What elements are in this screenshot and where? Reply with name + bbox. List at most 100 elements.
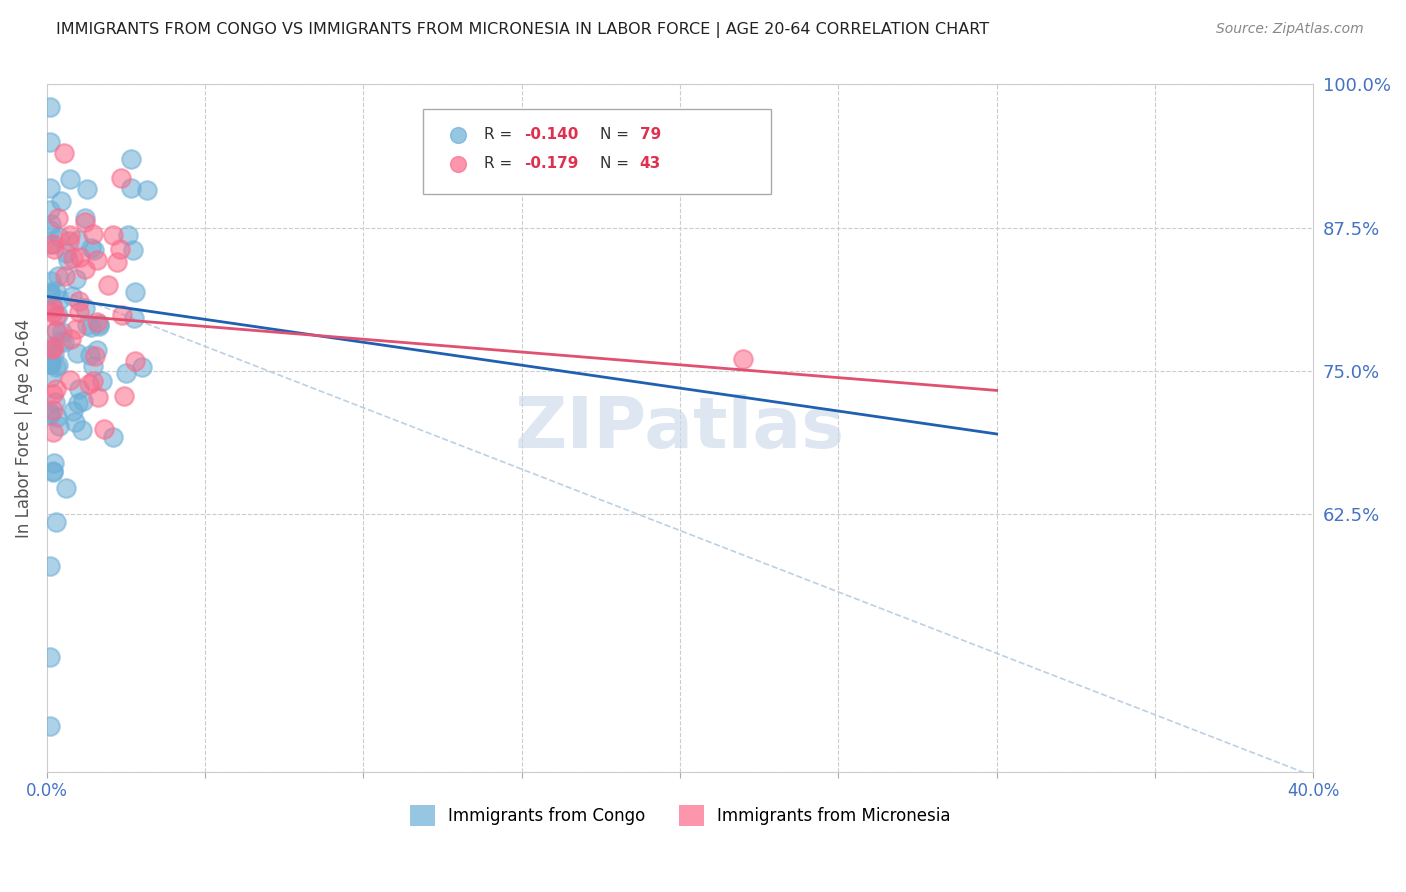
Point <box>59 228 82 243</box>
Text: -0.140: -0.140 <box>524 128 579 142</box>
Point <box>39 719 62 733</box>
Text: IMMIGRANTS FROM CONGO VS IMMIGRANTS FROM MICRONESIA IN LABOR FORCE | AGE 20-64 C: IMMIGRANTS FROM CONGO VS IMMIGRANTS FROM… <box>56 22 990 38</box>
Point <box>124 353 146 368</box>
Point <box>48 419 70 434</box>
Point <box>42 340 65 354</box>
Point <box>41 343 63 357</box>
Point <box>69 250 91 264</box>
Point <box>39 100 62 114</box>
Point <box>62 404 84 418</box>
Point <box>86 343 108 358</box>
Point <box>115 366 138 380</box>
Point <box>73 261 96 276</box>
Point <box>42 305 65 319</box>
Point <box>55 245 77 260</box>
Point <box>39 181 62 195</box>
Point <box>79 348 101 362</box>
Point <box>58 172 80 186</box>
Point <box>82 359 104 373</box>
Point <box>39 406 62 420</box>
Point <box>120 152 142 166</box>
Point <box>65 322 87 336</box>
Point <box>39 236 62 251</box>
Point <box>66 233 89 247</box>
Point <box>39 274 62 288</box>
Point <box>39 223 62 237</box>
Point <box>53 269 76 284</box>
Point <box>41 357 63 371</box>
Point <box>44 346 66 360</box>
Point <box>48 293 70 307</box>
Text: R =: R = <box>484 128 517 142</box>
Point <box>45 359 67 374</box>
Point <box>112 389 135 403</box>
Point <box>122 243 145 257</box>
Point <box>108 243 131 257</box>
Point <box>45 382 67 396</box>
Point <box>72 423 94 437</box>
Point <box>45 285 67 299</box>
Point <box>39 135 62 149</box>
Point <box>97 278 120 293</box>
Point <box>48 230 70 244</box>
Point <box>49 334 72 349</box>
Point <box>39 217 62 231</box>
Point <box>67 293 90 308</box>
Point <box>89 318 111 333</box>
Point <box>73 215 96 229</box>
Text: N =: N = <box>600 156 634 171</box>
Point <box>103 227 125 242</box>
Point <box>89 317 111 331</box>
Point <box>42 301 65 315</box>
Point <box>60 289 83 303</box>
Point <box>83 244 105 258</box>
Point <box>39 357 62 371</box>
Point <box>52 335 75 350</box>
FancyBboxPatch shape <box>423 109 772 194</box>
Text: N =: N = <box>600 128 634 142</box>
Point <box>39 203 62 218</box>
Point <box>46 269 69 284</box>
Point <box>80 319 103 334</box>
Point <box>42 425 65 440</box>
Point <box>86 315 108 329</box>
Point <box>39 285 62 300</box>
Point <box>67 305 90 319</box>
Point <box>62 251 84 265</box>
Point <box>39 287 62 301</box>
Point <box>42 342 65 356</box>
Point <box>42 403 65 417</box>
Point <box>42 242 65 256</box>
Point <box>42 386 65 401</box>
Point <box>86 252 108 267</box>
Point <box>105 255 128 269</box>
Point <box>45 323 67 337</box>
Point <box>45 409 67 424</box>
Point <box>117 228 139 243</box>
Point <box>136 183 159 197</box>
Point <box>1064 209 1087 223</box>
Point <box>67 382 90 396</box>
Y-axis label: In Labor Force | Age 20-64: In Labor Force | Age 20-64 <box>15 318 32 538</box>
Point <box>82 227 104 241</box>
Point <box>39 354 62 368</box>
Point <box>87 390 110 404</box>
Point <box>1064 161 1087 175</box>
Point <box>45 309 67 323</box>
Point <box>76 318 98 332</box>
Point <box>42 465 65 479</box>
Point <box>73 301 96 315</box>
Point <box>111 308 134 322</box>
Point <box>42 236 65 251</box>
Point <box>39 558 62 573</box>
Point <box>84 349 107 363</box>
Point <box>44 395 66 409</box>
Point <box>124 285 146 299</box>
Point <box>80 241 103 255</box>
Point <box>39 650 62 665</box>
Point <box>110 170 132 185</box>
Point <box>39 408 62 422</box>
Legend: Immigrants from Congo, Immigrants from Micronesia: Immigrants from Congo, Immigrants from M… <box>404 799 957 832</box>
Point <box>59 332 82 346</box>
Point <box>51 326 73 340</box>
